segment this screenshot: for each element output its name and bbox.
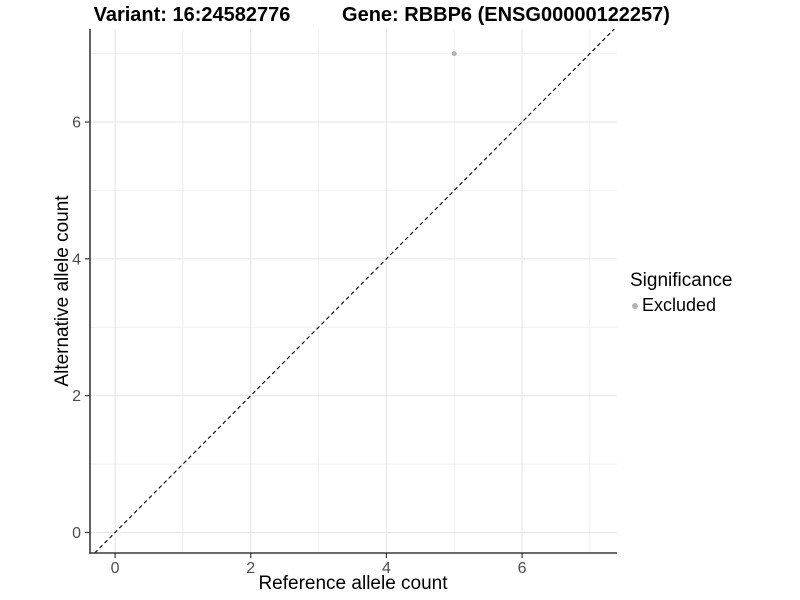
x-axis-title: Reference allele count [258, 573, 448, 594]
x-tick-label: 2 [246, 560, 255, 577]
x-tick-label: 0 [111, 560, 120, 577]
y-tick-label: 0 [72, 525, 81, 542]
plot-title-variant: Variant: 16:24582776 [93, 4, 291, 26]
legend-item-label: Excluded [642, 295, 717, 315]
identity-reference-line [94, 28, 615, 554]
y-tick-label: 6 [72, 115, 81, 132]
y-axis-title: Alternative allele count [52, 195, 73, 387]
legend-title: Significance [630, 270, 733, 291]
x-tick-label: 4 [382, 560, 391, 577]
x-tick-label: 6 [518, 560, 527, 577]
excluded-point-swatch-icon [632, 302, 638, 309]
legend: Significance Excluded [630, 270, 732, 316]
legend-item-excluded: Excluded [630, 295, 732, 316]
plot-title-gene: Gene: RBBP6 (ENSG00000122257) [342, 4, 670, 26]
y-tick-label: 2 [72, 388, 81, 405]
y-tick-label: 4 [72, 251, 81, 268]
data-point-excluded [451, 51, 457, 57]
